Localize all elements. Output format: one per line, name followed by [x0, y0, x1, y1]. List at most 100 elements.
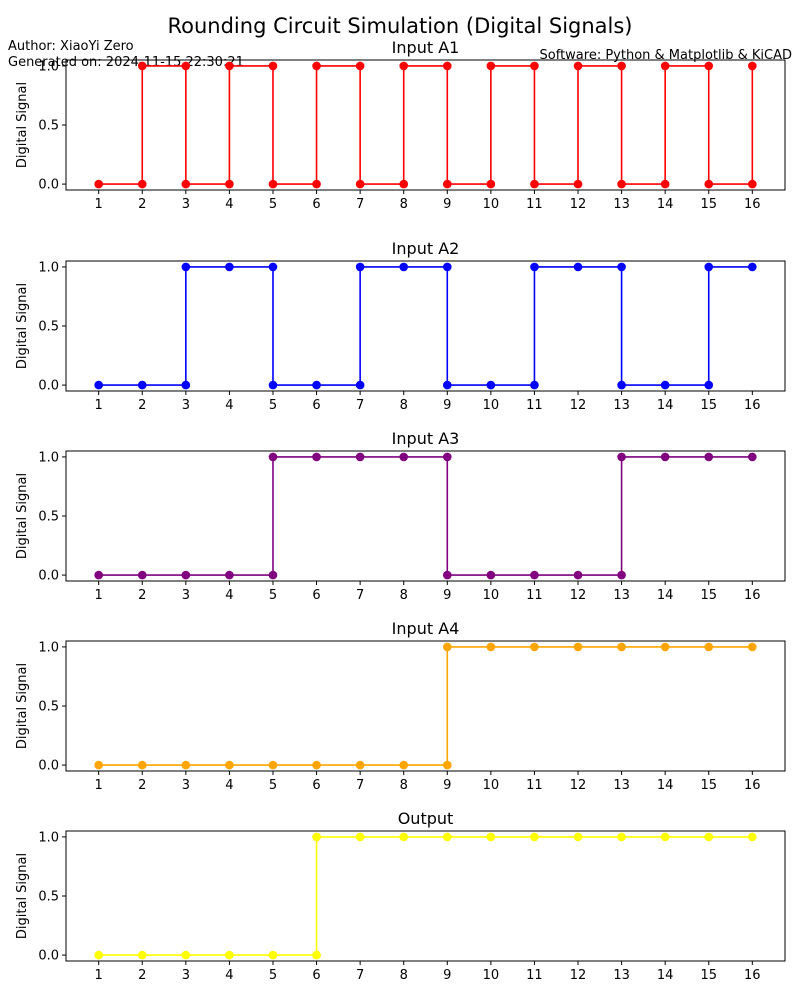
y-tick-label: 0.0	[38, 949, 59, 964]
x-tick-label: 3	[182, 968, 190, 983]
data-point	[268, 179, 278, 189]
data-point	[181, 262, 191, 272]
x-tick-label: 10	[483, 588, 500, 603]
x-tick-label: 14	[657, 398, 674, 413]
x-tick-label: 14	[657, 197, 674, 212]
x-tick-label: 16	[744, 197, 761, 212]
x-tick-label: 11	[526, 588, 543, 603]
x-tick-label: 7	[356, 588, 364, 603]
data-point	[312, 760, 321, 770]
y-tick-label: 0.5	[38, 320, 59, 335]
data-point	[268, 380, 278, 390]
y-tick-label: 1.0	[38, 59, 59, 74]
transition-point	[442, 262, 452, 272]
data-point	[355, 179, 365, 189]
data-point	[137, 760, 147, 770]
x-tick-label: 15	[700, 398, 717, 413]
data-point	[312, 61, 321, 71]
y-tick-label: 1.0	[38, 830, 59, 845]
x-tick-label: 4	[225, 588, 233, 603]
data-point	[573, 61, 583, 71]
data-point	[573, 642, 583, 652]
y-tick-label: 0.0	[38, 379, 59, 394]
transition-point	[748, 179, 757, 189]
x-tick-label: 8	[400, 778, 408, 793]
x-tick-label: 1	[95, 968, 103, 983]
data-point	[94, 760, 103, 770]
data-point	[181, 950, 191, 960]
software-label: Software: Python & Matplotlib & KiCAD	[539, 48, 792, 63]
series-line	[98, 266, 753, 386]
x-tick-label: 7	[356, 968, 364, 983]
x-tick-label: 5	[269, 968, 277, 983]
x-tick-label: 14	[657, 778, 674, 793]
data-point	[225, 950, 234, 960]
data-point	[617, 832, 626, 842]
x-tick-label: 16	[744, 398, 761, 413]
x-tick-label: 4	[225, 197, 233, 212]
data-point	[486, 570, 496, 580]
x-tick-label: 14	[657, 968, 674, 983]
transition-point	[442, 760, 452, 770]
data-point	[704, 179, 714, 189]
x-tick-label: 4	[225, 778, 233, 793]
data-point	[530, 262, 539, 272]
x-tick-label: 4	[225, 398, 233, 413]
x-tick-label: 16	[744, 588, 761, 603]
data-point	[181, 179, 191, 189]
x-tick-label: 8	[400, 968, 408, 983]
x-tick-label: 4	[225, 968, 233, 983]
data-point	[617, 380, 626, 390]
y-axis-label: Digital Signal	[15, 663, 30, 749]
data-point	[442, 380, 452, 390]
x-tick-label: 6	[312, 968, 320, 983]
x-tick-label: 2	[138, 968, 146, 983]
data-point	[486, 832, 496, 842]
x-tick-label: 3	[182, 778, 190, 793]
x-tick-label: 11	[526, 968, 543, 983]
data-point	[660, 642, 670, 652]
data-point	[530, 179, 539, 189]
data-point	[573, 832, 583, 842]
x-tick-label: 10	[483, 197, 500, 212]
x-tick-label: 15	[700, 588, 717, 603]
data-point	[94, 380, 103, 390]
data-point	[355, 262, 365, 272]
x-tick-label: 13	[613, 197, 630, 212]
data-point	[268, 452, 278, 462]
data-point	[617, 452, 626, 462]
x-tick-label: 1	[95, 398, 103, 413]
data-point	[486, 380, 496, 390]
data-point	[660, 380, 670, 390]
data-point	[704, 262, 714, 272]
data-point	[137, 570, 147, 580]
x-tick-label: 9	[443, 968, 451, 983]
x-tick-label: 2	[138, 778, 146, 793]
y-tick-label: 1.0	[38, 450, 59, 465]
transition-point	[137, 179, 147, 189]
x-tick-label: 14	[657, 588, 674, 603]
data-point	[268, 760, 278, 770]
data-point	[704, 832, 714, 842]
data-point	[442, 832, 452, 842]
data-point	[312, 380, 321, 390]
transition-point	[268, 61, 278, 71]
subplot-title: Output	[398, 809, 454, 828]
y-tick-label: 0.5	[38, 510, 59, 525]
subplot-title: Input A3	[392, 429, 460, 448]
x-tick-label: 5	[269, 197, 277, 212]
axes-frame	[65, 640, 786, 772]
y-tick-label: 1.0	[38, 640, 59, 655]
x-tick-label: 15	[700, 197, 717, 212]
data-point	[486, 61, 496, 71]
data-point	[399, 61, 409, 71]
data-point	[442, 642, 452, 652]
x-tick-label: 10	[483, 398, 500, 413]
data-point	[660, 832, 670, 842]
x-tick-label: 7	[356, 197, 364, 212]
subplot-title: Input A4	[392, 619, 460, 638]
